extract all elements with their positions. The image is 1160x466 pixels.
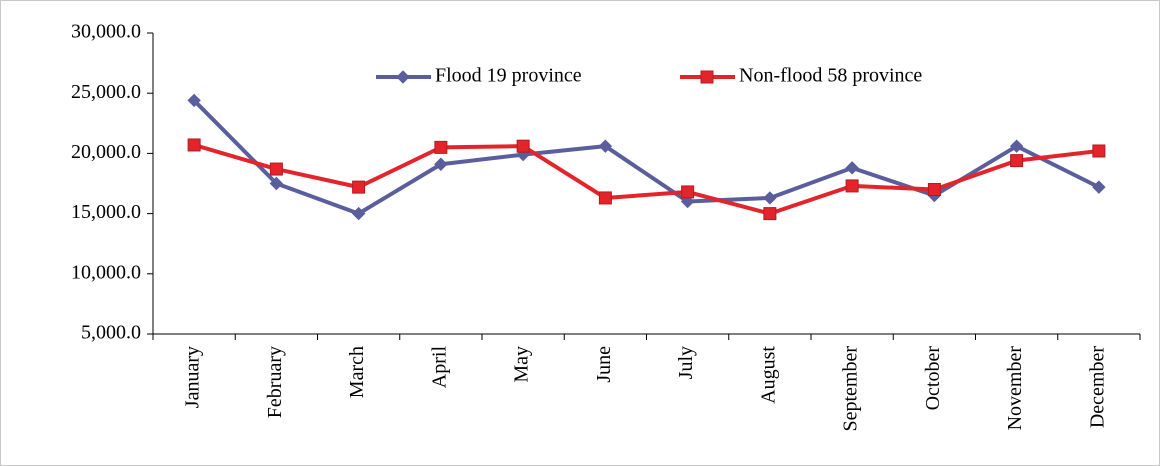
point-marker xyxy=(680,194,695,209)
y-tick-label: 15,000.0 xyxy=(71,201,141,223)
point-marker xyxy=(434,157,448,171)
y-tick-label: 30,000.0 xyxy=(71,21,141,43)
point-marker xyxy=(352,180,366,194)
point-marker xyxy=(927,183,941,197)
x-tick-label: June xyxy=(593,346,615,383)
point-marker xyxy=(763,207,777,221)
point-marker xyxy=(351,206,366,221)
legend-marker xyxy=(700,70,714,84)
point-marker xyxy=(763,191,777,205)
legend-label: Flood 19 province xyxy=(435,65,582,87)
x-tick-label: February xyxy=(264,346,286,418)
x-tick-label: January xyxy=(182,346,204,408)
point-marker xyxy=(845,161,859,175)
point-marker xyxy=(845,179,859,193)
series-line xyxy=(192,99,1100,216)
point-marker xyxy=(598,191,612,205)
x-tick-label: April xyxy=(428,346,450,389)
x-tick-label: October xyxy=(922,346,944,411)
point-marker xyxy=(187,138,201,152)
y-tick-label: 5,000.0 xyxy=(81,322,141,344)
y-tick-label: 25,000.0 xyxy=(71,81,141,103)
legend-label: Non-flood 58 province xyxy=(739,65,922,87)
point-marker xyxy=(1092,144,1106,158)
x-tick-label: November xyxy=(1004,346,1026,431)
point-marker xyxy=(1092,180,1106,194)
point-marker xyxy=(434,140,448,154)
x-tick-label: September xyxy=(840,346,862,432)
x-tick-label: December xyxy=(1086,346,1108,429)
point-marker xyxy=(269,162,283,176)
point-marker xyxy=(516,139,530,153)
series-line xyxy=(193,143,1100,216)
point-marker xyxy=(1009,139,1024,153)
point-marker xyxy=(681,185,695,199)
point-marker xyxy=(269,176,284,191)
y-tick-label: 10,000.0 xyxy=(71,261,141,283)
point-marker xyxy=(187,93,201,108)
x-tick-label: July xyxy=(675,346,697,379)
x-tick-label: March xyxy=(346,346,368,398)
x-tick-label: May xyxy=(511,346,533,383)
y-tick-label: 20,000.0 xyxy=(71,141,141,163)
point-marker xyxy=(598,139,613,153)
legend-marker xyxy=(396,70,410,84)
point-marker xyxy=(1010,154,1024,168)
x-tick-label: August xyxy=(757,346,779,404)
